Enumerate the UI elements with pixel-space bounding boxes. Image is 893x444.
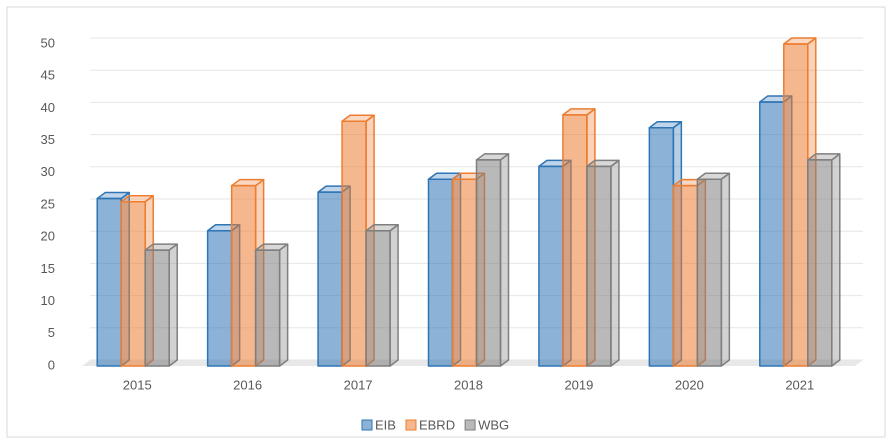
bar-side: [831, 153, 841, 367]
bar: [120, 201, 146, 367]
y-tick-label: 30: [41, 164, 55, 179]
bar-side: [610, 159, 620, 367]
bar-side: [720, 172, 731, 367]
x-tick-label: 2017: [344, 377, 373, 392]
bar-side: [499, 153, 510, 367]
y-tick-label: 0: [48, 357, 55, 372]
bar: [696, 178, 723, 367]
bar: [341, 120, 367, 367]
legend-label: EBRD: [419, 417, 455, 432]
y-tick-label: 10: [41, 293, 55, 308]
x-tick-label: 2018: [454, 377, 483, 392]
bar: [538, 165, 564, 367]
bar: [206, 230, 233, 367]
y-tick-label: 40: [41, 100, 55, 115]
bar: [365, 230, 391, 367]
y-tick-label: 20: [41, 229, 55, 244]
x-tick-label: 2020: [675, 377, 704, 392]
legend-swatch: [464, 419, 476, 431]
y-tick-label: 25: [41, 196, 55, 211]
bar: [672, 184, 699, 367]
y-tick-label: 15: [41, 261, 55, 276]
x-tick-label: 2021: [785, 377, 814, 392]
x-tick-label: 2015: [123, 377, 152, 392]
bar: [254, 249, 281, 367]
x-tick-label: 2016: [233, 377, 262, 392]
bar: [586, 165, 612, 367]
bar-side: [389, 224, 399, 367]
bar: [475, 159, 502, 367]
legend-swatch: [361, 419, 373, 431]
bar: [562, 114, 588, 367]
y-tick-label: 45: [41, 68, 55, 83]
y-tick-label: 35: [41, 132, 55, 147]
bar: [807, 159, 833, 367]
y-tick-label: 50: [41, 35, 55, 50]
bar: [648, 126, 675, 367]
bar: [317, 191, 343, 367]
legend-label: WBG: [478, 417, 509, 432]
bar: [451, 178, 478, 367]
bar: [230, 184, 257, 367]
x-tick-label: 2019: [564, 377, 593, 392]
bar-side: [168, 243, 178, 367]
legend-label: EIB: [375, 417, 396, 432]
bar: [759, 101, 785, 367]
legend-swatch: [405, 419, 417, 431]
bar: [427, 178, 454, 367]
bar: [96, 197, 122, 367]
bar-side: [278, 243, 289, 367]
y-tick-label: 5: [48, 325, 55, 340]
bar: [783, 43, 809, 367]
bar: [144, 249, 170, 367]
